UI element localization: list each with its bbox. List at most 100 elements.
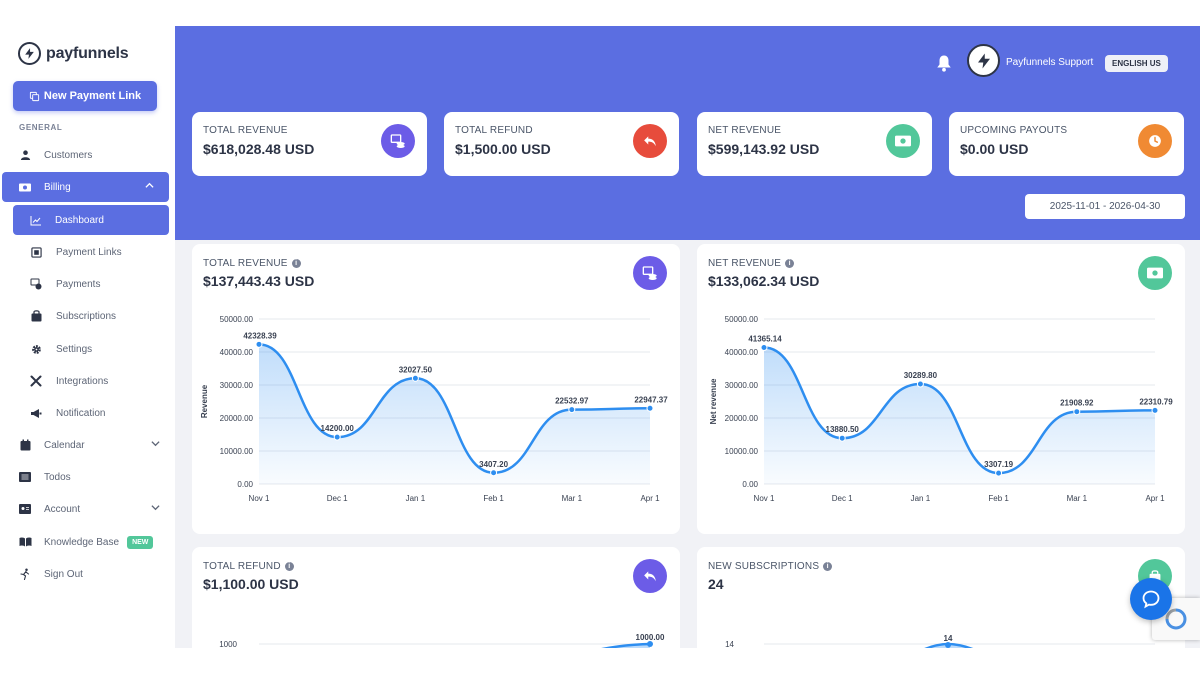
chart-card-total-refund: TOTAL REFUND i $1,100.00 USD 1000 1000.0… — [192, 547, 680, 648]
y-axis-title: Net revenue — [709, 378, 718, 424]
chevron-down-icon — [151, 503, 160, 515]
sidebar-item-payments[interactable]: Payments — [0, 269, 175, 299]
y-tick-label: 50000.00 — [220, 315, 254, 324]
sidebar-item-calendar[interactable]: Calendar — [0, 430, 175, 460]
support-user-name[interactable]: Payfunnels Support — [1006, 57, 1094, 68]
card-value: $137,443.43 USD — [203, 273, 315, 289]
app-window: payfunnels New Payment Link GENERAL Cust… — [0, 26, 1200, 648]
data-point[interactable] — [255, 340, 263, 348]
chat-button[interactable] — [1130, 578, 1172, 620]
info-icon[interactable]: i — [284, 562, 294, 571]
sidebar-item-label: Notification — [56, 407, 106, 419]
data-label: 22947.37 — [634, 395, 668, 404]
revenue-icon — [381, 124, 415, 158]
new-payment-link-button[interactable]: New Payment Link — [13, 81, 157, 111]
chevron-down-icon — [151, 439, 160, 451]
sidebar-item-dashboard[interactable]: Dashboard — [13, 205, 169, 235]
avatar[interactable] — [967, 44, 1000, 77]
sidebar-item-settings[interactable]: Settings — [0, 334, 175, 364]
subscriptions-chart: 14 12 14 — [725, 634, 1155, 648]
info-icon[interactable]: i — [823, 562, 833, 571]
data-point[interactable] — [411, 374, 419, 382]
x-tick-label: Nov 1 — [249, 494, 270, 503]
megaphone-icon — [29, 406, 43, 420]
x-tick-label: Feb 1 — [988, 494, 1009, 503]
chart-card-net-revenue: NET REVENUE i $133,062.34 USD 0.00 10000.… — [697, 244, 1185, 534]
data-point[interactable] — [490, 469, 498, 477]
data-point[interactable] — [333, 433, 341, 441]
data-point[interactable] — [838, 434, 846, 442]
sidebar-item-label: Calendar — [44, 439, 85, 451]
stat-label: TOTAL REFUND — [455, 125, 533, 136]
lightning-icon — [18, 42, 41, 65]
x-tick-label: Mar 1 — [562, 494, 583, 503]
sidebar-item-knowledge-base[interactable]: Knowledge Base NEW — [0, 527, 175, 557]
data-point[interactable] — [916, 380, 924, 388]
bell-icon[interactable] — [935, 54, 953, 77]
info-icon[interactable]: i — [785, 259, 795, 268]
new-payment-link-label: New Payment Link — [43, 90, 142, 102]
y-tick-label: 40000.00 — [220, 348, 254, 357]
data-point[interactable] — [760, 343, 768, 351]
data-label: 3407.20 — [479, 460, 508, 469]
sidebar-item-integrations[interactable]: Integrations — [0, 366, 175, 396]
data-label: 32027.50 — [399, 365, 433, 374]
sidebar-item-label: Integrations — [56, 375, 109, 387]
stat-value: $599,143.92 USD — [708, 141, 820, 157]
sidebar-item-label: Customers — [44, 149, 93, 161]
data-label: 22532.97 — [555, 397, 589, 406]
card-label-text: TOTAL REVENUE — [203, 258, 288, 269]
sidebar-item-label: Todos — [44, 471, 71, 483]
y-tick-label: 0.00 — [742, 480, 758, 489]
date-range-picker[interactable]: 2025-11-01 - 2026-04-30 — [1025, 194, 1185, 219]
y-tick-label: 30000.00 — [220, 381, 254, 390]
sidebar-item-payment-links[interactable]: Payment Links — [0, 237, 175, 267]
data-point[interactable] — [995, 469, 1003, 477]
revenue-icon — [633, 256, 667, 290]
data-point[interactable] — [945, 642, 951, 648]
sidebar-item-notification[interactable]: Notification — [0, 398, 175, 428]
data-point[interactable] — [568, 406, 576, 414]
sidebar-item-label: Billing — [44, 181, 71, 193]
sidebar-item-subscriptions[interactable]: Subscriptions — [0, 301, 175, 331]
card-value: 24 — [708, 576, 724, 592]
sidebar-item-customers[interactable]: Customers — [0, 140, 175, 170]
stat-value: $1,500.00 USD — [455, 141, 551, 157]
revenue-chart: 0.00 10000.00 20000.00 30000.00 40000.00 5000… — [200, 315, 668, 503]
sidebar-item-account[interactable]: Account — [0, 494, 175, 524]
card-label: TOTAL REFUND i — [203, 561, 294, 572]
x-tick-label: Apr 1 — [640, 494, 660, 503]
y-tick-label: 40000.00 — [725, 348, 759, 357]
area-fill — [764, 347, 1155, 484]
cash-icon — [1138, 256, 1172, 290]
book-icon — [18, 535, 32, 549]
card-value: $1,100.00 USD — [203, 576, 299, 592]
data-label: 14200.00 — [321, 424, 355, 433]
sidebar-item-label: Account — [44, 503, 81, 515]
section-label-general: GENERAL — [19, 123, 63, 132]
sidebar-item-sign-out[interactable]: Sign Out — [0, 559, 175, 589]
data-point[interactable] — [646, 404, 654, 412]
brand-logo[interactable]: payfunnels — [18, 42, 129, 65]
data-point[interactable] — [1151, 406, 1159, 414]
sidebar-item-label: Dashboard — [55, 214, 104, 226]
sidebar-item-todos[interactable]: Todos — [0, 462, 175, 492]
info-icon[interactable]: i — [291, 259, 301, 268]
sidebar-item-label: Subscriptions — [56, 310, 117, 322]
data-point[interactable] — [647, 641, 653, 647]
chat-icon — [1142, 590, 1160, 609]
x-tick-label: Nov 1 — [754, 494, 775, 503]
y-tick-label: 14 — [725, 640, 734, 648]
list-icon — [18, 470, 32, 484]
stat-label: TOTAL REVENUE — [203, 125, 288, 136]
refund-icon — [633, 559, 667, 593]
y-tick-label: 50000.00 — [725, 315, 759, 324]
language-selector[interactable]: ENGLISH US — [1105, 55, 1168, 72]
user-icon — [18, 148, 32, 162]
data-point[interactable] — [1073, 408, 1081, 416]
sidebar-item-label: Knowledge Base — [44, 536, 120, 548]
y-tick-label: 20000.00 — [220, 414, 254, 423]
new-badge: NEW — [127, 535, 154, 549]
sidebar-item-billing[interactable]: Billing — [2, 172, 169, 202]
data-label: 41365.14 — [748, 334, 782, 343]
